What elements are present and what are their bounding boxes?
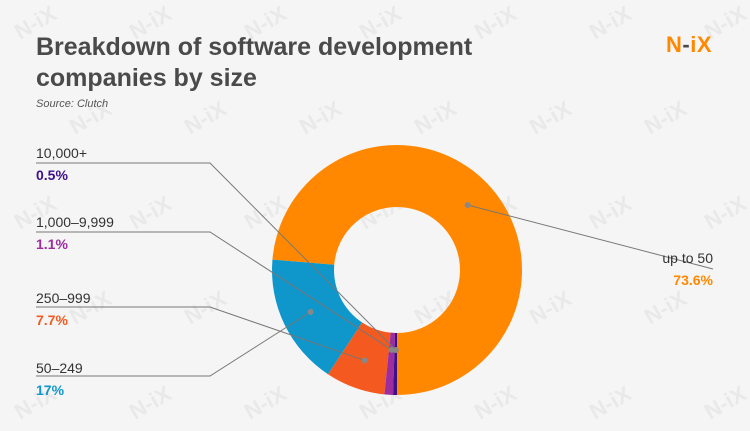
label-250-999: 250–999 — [36, 290, 91, 306]
value-up-to-50: 73.6% — [673, 272, 713, 288]
chart-slices — [272, 144, 523, 396]
page-title: Breakdown of software development compan… — [36, 33, 473, 92]
logo-ix: iX — [690, 32, 713, 57]
brand-logo: N-iX — [666, 32, 712, 58]
value-10000-plus: 0.5% — [36, 167, 68, 183]
chart-labels: up to 50 73.6% 50–249 17% 250–999 7.7% 1,000–9… — [36, 145, 714, 398]
value-50-249: 17% — [36, 382, 65, 398]
leader-line-50-249 — [36, 311, 311, 377]
leader-dot-10000-plus — [392, 346, 399, 353]
label-10000-plus: 10,000+ — [36, 145, 87, 161]
logo-n: N — [666, 32, 683, 57]
slice-50-249 — [272, 259, 363, 375]
value-250-999: 7.7% — [36, 312, 68, 328]
value-1000-9999: 1.1% — [36, 236, 68, 252]
leader-dot-up-to-50 — [464, 202, 471, 209]
leader-line-10000-plus — [36, 162, 397, 351]
leader-dot-250-999 — [361, 357, 368, 364]
label-50-249: 50–249 — [36, 360, 83, 376]
leader-line-250-999 — [36, 306, 365, 361]
logo-dash: - — [682, 32, 691, 57]
source-note: Source: Clutch — [36, 98, 109, 110]
label-up-to-50: up to 50 — [662, 250, 713, 266]
slice-up-to-50 — [272, 144, 523, 396]
label-1000-9999: 1,000–9,999 — [36, 214, 114, 230]
leader-line-up-to-50 — [467, 204, 714, 270]
chart-leader-lines — [36, 162, 714, 377]
leader-line-1000-9999 — [36, 231, 392, 351]
leader-dot-50-249 — [307, 308, 314, 315]
